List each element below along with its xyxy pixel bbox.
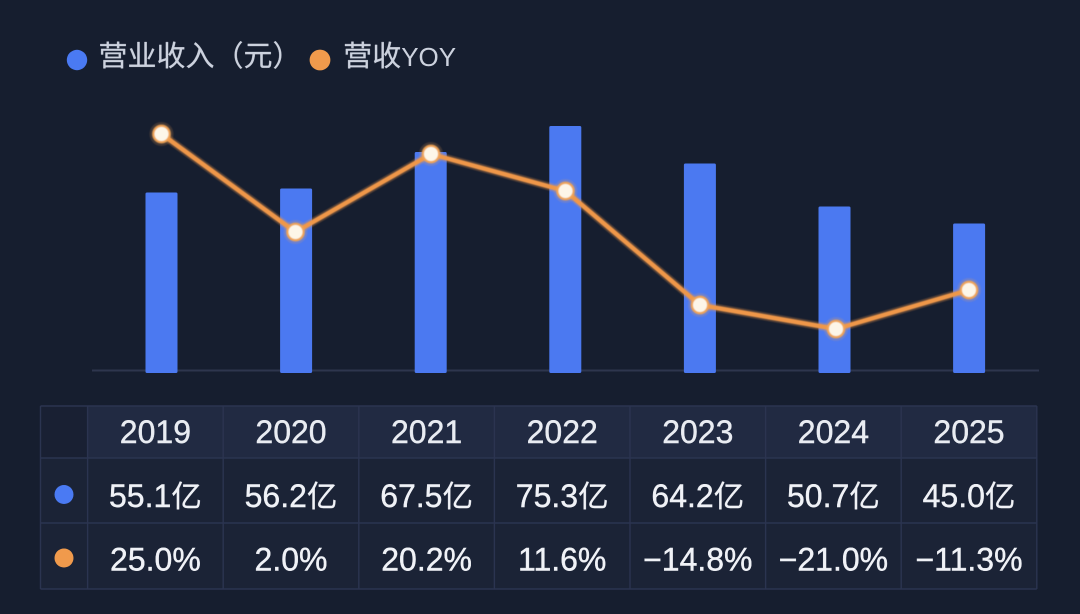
svg-text:2020: 2020 [255,414,326,450]
svg-text:11.6%: 11.6% [518,542,606,578]
svg-text:2.0%: 2.0% [255,542,328,578]
svg-text:64.2: 64.2 [651,478,713,514]
svg-text:2025: 2025 [933,414,1004,450]
svg-text:−21.0%: −21.0% [779,542,888,578]
svg-text:56.2: 56.2 [245,478,307,514]
svg-text:−11.3%: −11.3% [915,542,1022,578]
svg-text:20.2%: 20.2% [381,542,472,578]
svg-text:2022: 2022 [527,414,598,450]
svg-text:−14.8%: −14.8% [643,542,752,578]
svg-text:2023: 2023 [662,414,733,450]
svg-text:50.7: 50.7 [787,478,849,514]
svg-text:45.0: 45.0 [923,478,985,514]
svg-text:25.0%: 25.0% [110,542,201,578]
svg-text:YOY: YOY [401,42,456,72]
svg-text:2021: 2021 [391,414,462,450]
svg-text:55.1: 55.1 [109,478,171,514]
svg-text:2024: 2024 [798,414,869,450]
svg-text:2019: 2019 [120,414,191,450]
svg-text:67.5: 67.5 [380,478,442,514]
svg-text:75.3: 75.3 [516,478,578,514]
